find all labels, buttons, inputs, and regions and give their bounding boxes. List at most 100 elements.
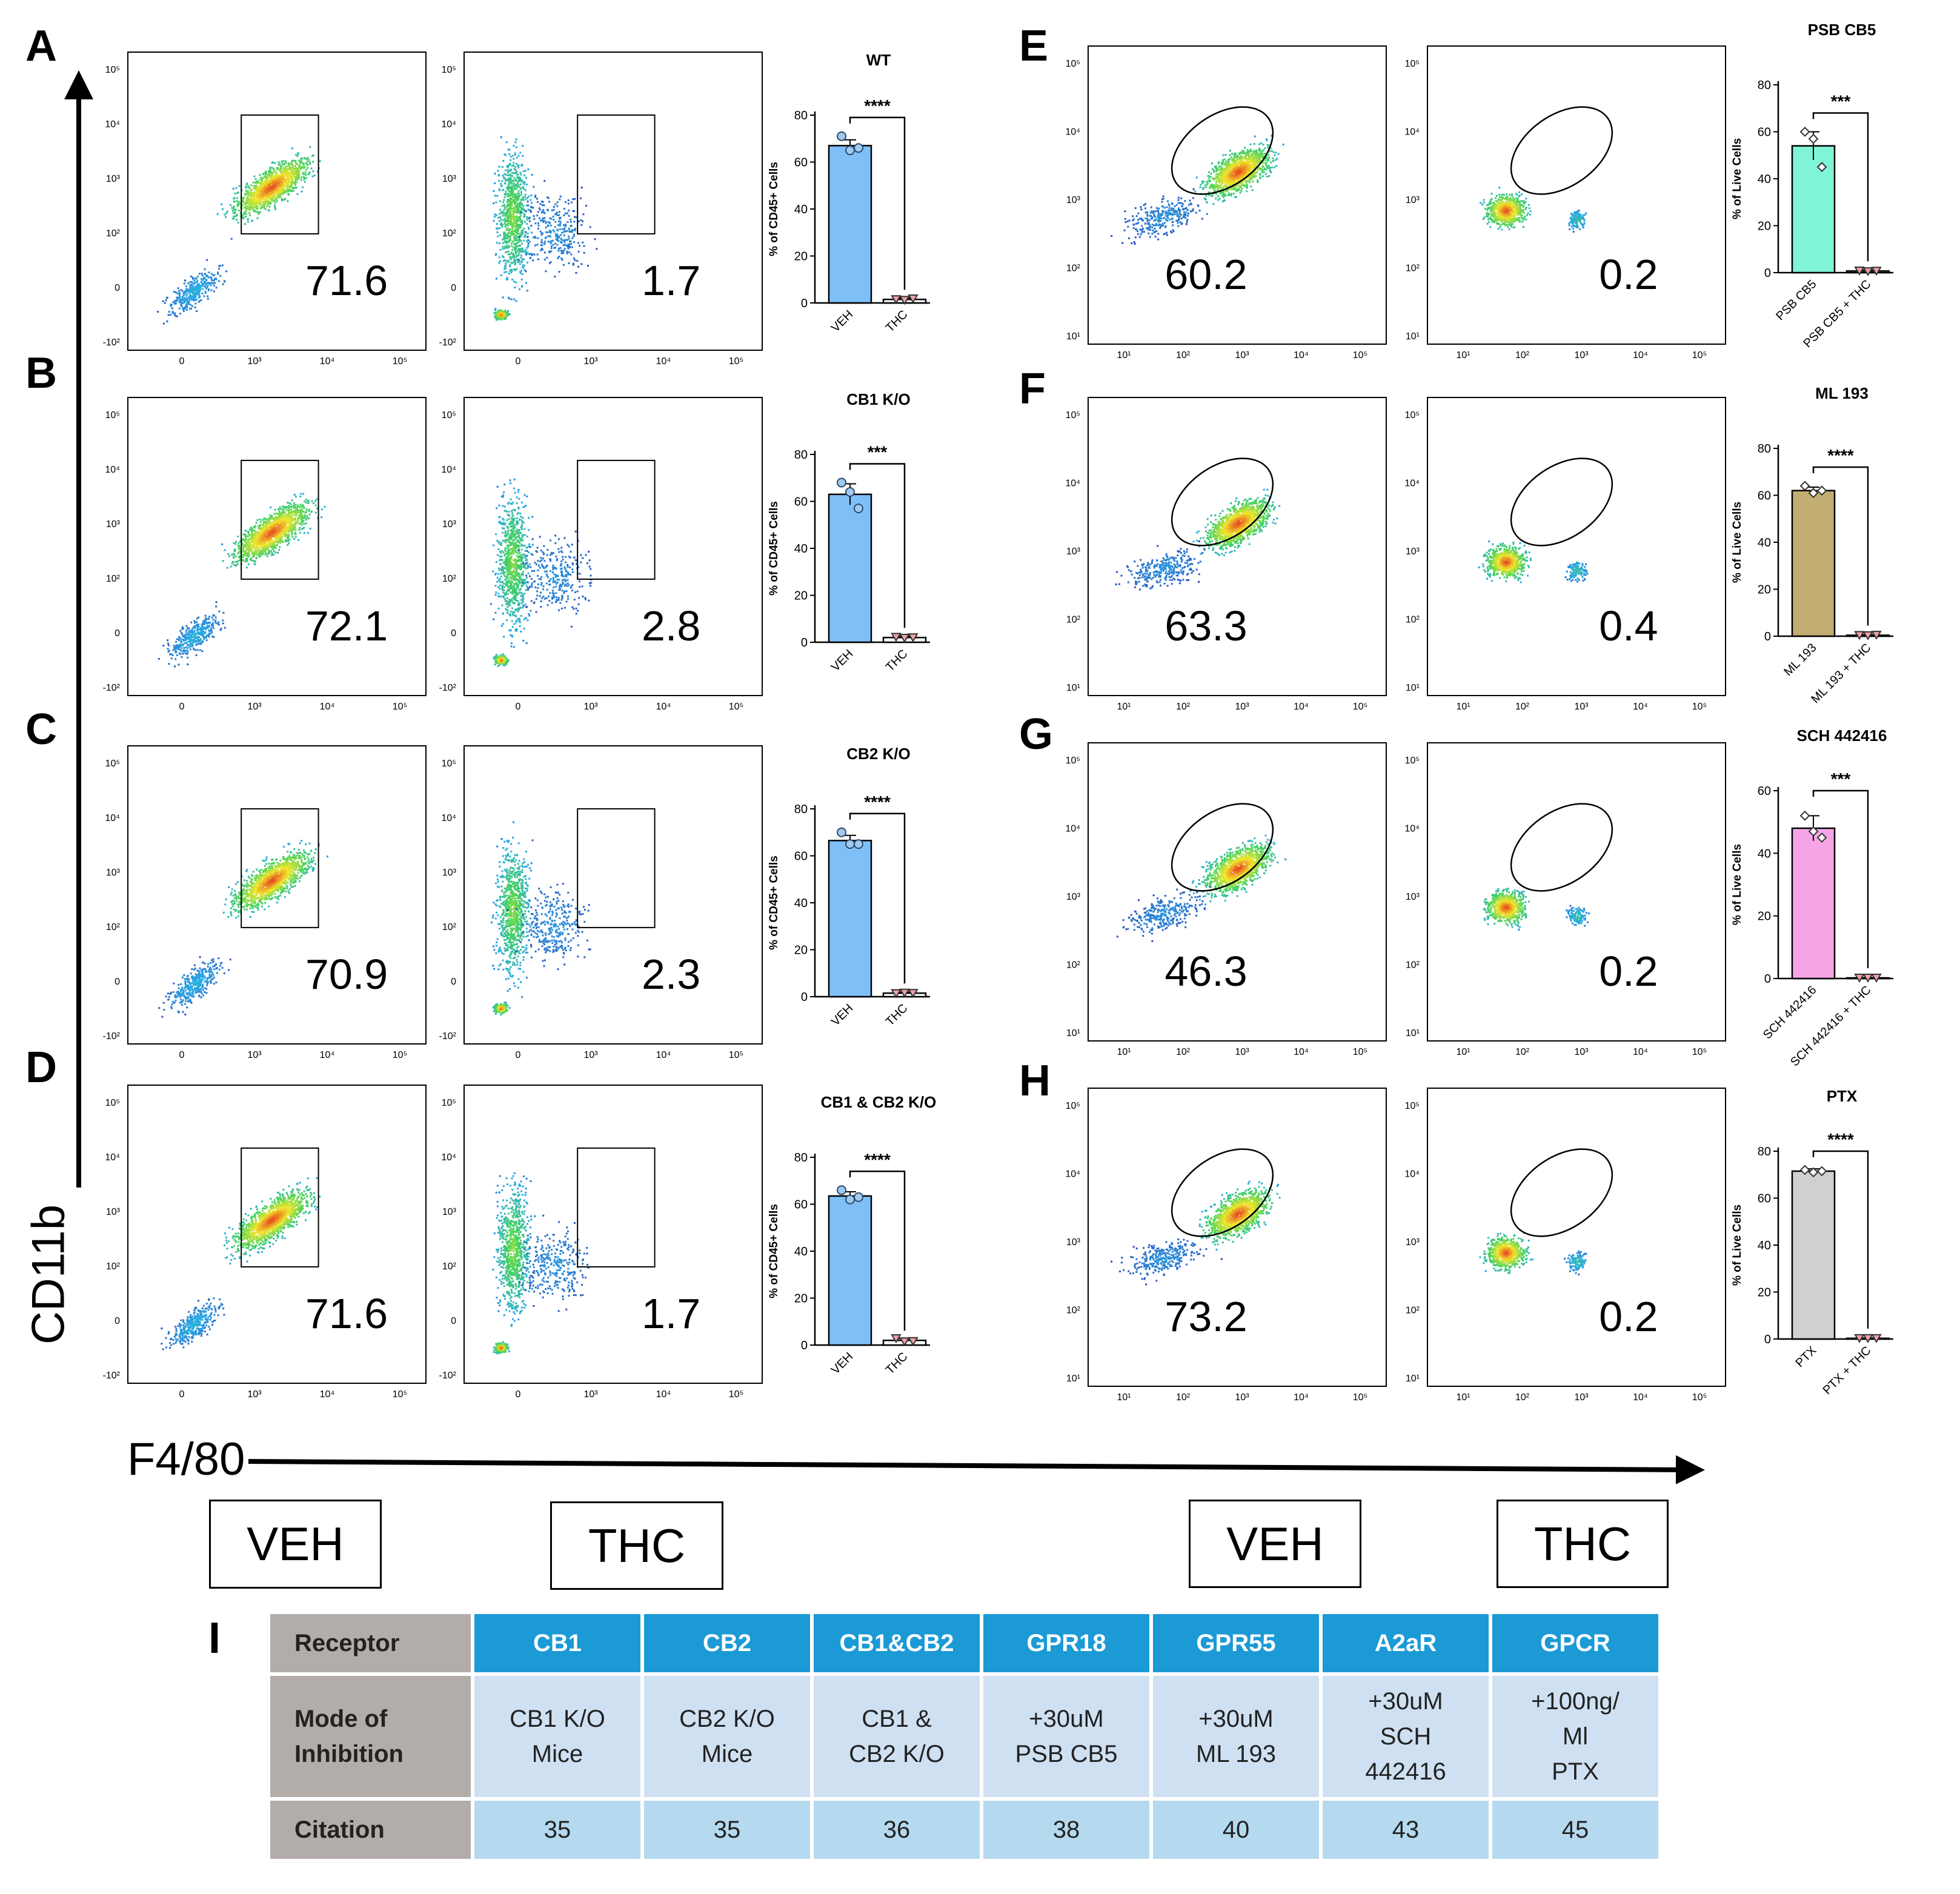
x-tick-label: 0 bbox=[516, 702, 521, 712]
y-tick-label: -10² bbox=[439, 1031, 457, 1042]
x-tick-label: 10⁴ bbox=[320, 1050, 335, 1060]
y-tick-label: 10⁵ bbox=[105, 1098, 120, 1108]
x-tick-label: 10³ bbox=[247, 356, 262, 367]
bar-y-tick-label: 60 bbox=[1758, 126, 1771, 139]
x-tick-label: 10⁵ bbox=[729, 356, 743, 367]
x-tick-label: 10¹ bbox=[1456, 1047, 1470, 1057]
y-tick-label: 10⁵ bbox=[442, 759, 456, 769]
y-tick-label: 0 bbox=[115, 628, 120, 639]
y-tick-label: 10² bbox=[106, 574, 121, 584]
x-axis-label: F4/80 bbox=[127, 1433, 245, 1486]
citation-cell: 40 bbox=[1153, 1801, 1319, 1859]
gate-rectangle bbox=[241, 808, 319, 928]
y-tick-label: 10³ bbox=[1406, 1237, 1420, 1248]
data-point bbox=[1862, 267, 1873, 277]
bar-0 bbox=[828, 1195, 872, 1346]
data-point bbox=[1854, 1334, 1865, 1343]
receptor-row: Receptor CB1 CB2 CB1&CB2 GPR18 GPR55 A2a… bbox=[270, 1614, 1658, 1672]
bar-0 bbox=[828, 840, 872, 998]
x-tick-label: 10⁵ bbox=[1692, 350, 1707, 361]
y-tick-label: 10⁴ bbox=[1065, 479, 1080, 489]
bar-chart-0: WT % of CD45+ Cells 0 20 40 60 80 VEH THC **** bbox=[768, 51, 930, 335]
x-tick-label: 10⁴ bbox=[656, 356, 671, 367]
y-tick-label: 10⁵ bbox=[1405, 756, 1420, 766]
bar-category-label: THC bbox=[883, 647, 911, 674]
y-tick-label: -10² bbox=[103, 1031, 121, 1042]
flow-dots bbox=[1116, 834, 1287, 942]
y-tick-label: 10⁴ bbox=[441, 465, 456, 475]
y-tick-label: 10⁵ bbox=[1066, 756, 1080, 766]
y-tick-label: -10² bbox=[439, 337, 457, 348]
data-point bbox=[1871, 267, 1882, 276]
x-tick-label: 10⁴ bbox=[1294, 350, 1309, 361]
citation-cell: 36 bbox=[814, 1801, 980, 1859]
bar-chart-title: CB2 K/O bbox=[846, 745, 910, 763]
y-tick-label: 10³ bbox=[106, 519, 121, 530]
x-tick-label: 10³ bbox=[247, 702, 262, 712]
bar-y-tick-label: 40 bbox=[1758, 173, 1771, 186]
receptor-cb2: CB2 bbox=[644, 1614, 810, 1672]
y-tick-label: 10⁵ bbox=[442, 65, 456, 75]
gate-percentage: 0.4 bbox=[1599, 605, 1658, 647]
gate-rectangle bbox=[241, 459, 319, 580]
x-tick-label: 10⁵ bbox=[1353, 1392, 1367, 1403]
receptor-cb1-cb2: CB1&CB2 bbox=[814, 1614, 980, 1672]
mode-cell: CB1 & CB2 K/O bbox=[814, 1676, 980, 1797]
y-tick-label: 10³ bbox=[442, 1207, 457, 1217]
y-tick-label: 10² bbox=[106, 228, 121, 239]
x-tick-label: 10³ bbox=[1235, 1047, 1249, 1057]
y-tick-label: 10³ bbox=[442, 519, 457, 530]
data-point bbox=[837, 1185, 846, 1195]
receptor-gpr55: GPR55 bbox=[1153, 1614, 1319, 1672]
data-point bbox=[1862, 973, 1873, 983]
data-point bbox=[908, 294, 919, 304]
gate-rectangle bbox=[577, 808, 656, 928]
data-point bbox=[854, 143, 863, 153]
flow-plot-f-thc bbox=[1427, 397, 1726, 696]
panel-label-A: A bbox=[25, 24, 57, 68]
x-tick-label: 10¹ bbox=[1456, 1392, 1470, 1403]
panel-label-C: C bbox=[25, 708, 57, 751]
y-tick-label: 10¹ bbox=[1406, 1374, 1420, 1384]
x-tick-label: 10² bbox=[1176, 1392, 1191, 1403]
flow-dots bbox=[1483, 888, 1590, 931]
x-tick-label: 10⁵ bbox=[393, 702, 407, 712]
receptor-table: Receptor CB1 CB2 CB1&CB2 GPR18 GPR55 A2a… bbox=[267, 1610, 1662, 1862]
x-tick-label: 10⁴ bbox=[1633, 1392, 1648, 1403]
bar-y-tick-label: 80 bbox=[794, 109, 808, 122]
x-tick-label: 10⁴ bbox=[320, 702, 335, 712]
y-axis-label: CD11b bbox=[22, 1184, 75, 1366]
data-point bbox=[845, 1194, 855, 1205]
data-point bbox=[1871, 973, 1882, 983]
bar-y-tick-label: 80 bbox=[1758, 442, 1771, 456]
receptor-gpr18: GPR18 bbox=[983, 1614, 1149, 1672]
data-point bbox=[1816, 162, 1827, 173]
y-tick-label: 10⁴ bbox=[105, 465, 120, 475]
bar-y-tick-label: 80 bbox=[794, 803, 808, 816]
y-tick-label: 10⁴ bbox=[1065, 127, 1080, 138]
bar-category-label: VEH bbox=[829, 1002, 856, 1029]
row-label-citation: Citation bbox=[270, 1801, 471, 1859]
x-tick-label: 0 bbox=[516, 356, 521, 367]
flow-plot-h-veh bbox=[1088, 1088, 1387, 1387]
bar-y-tick-label: 60 bbox=[1758, 490, 1771, 503]
y-tick-label: 10¹ bbox=[1406, 1028, 1420, 1038]
gate-rectangle bbox=[577, 459, 656, 580]
x-tick-label: 10⁵ bbox=[1353, 702, 1367, 712]
flow-dots bbox=[493, 136, 598, 321]
bar-y-tick-label: 20 bbox=[1758, 910, 1771, 923]
x-tick-label: 10¹ bbox=[1456, 350, 1470, 361]
bar-chart-title: ML 193 bbox=[1815, 384, 1869, 402]
gate-percentage: 71.6 bbox=[305, 259, 388, 302]
y-tick-label: 10⁵ bbox=[1405, 1101, 1420, 1111]
gate-percentage: 73.2 bbox=[1164, 1295, 1247, 1338]
gate-percentage: 2.8 bbox=[642, 605, 700, 647]
bar-chart-ylabel: % of CD45+ Cells bbox=[768, 1204, 780, 1298]
bar-category-label: PTX + THC bbox=[1821, 1344, 1874, 1397]
data-point bbox=[1816, 1166, 1827, 1177]
gate-ellipse bbox=[1510, 803, 1613, 892]
significance-bracket bbox=[1812, 112, 1869, 262]
bar-chart-2: CB2 K/O % of CD45+ Cells 0 20 40 60 80 VEH THC **… bbox=[768, 745, 930, 1029]
flow-dots bbox=[1111, 1180, 1281, 1286]
gate-rectangle bbox=[241, 1147, 319, 1268]
